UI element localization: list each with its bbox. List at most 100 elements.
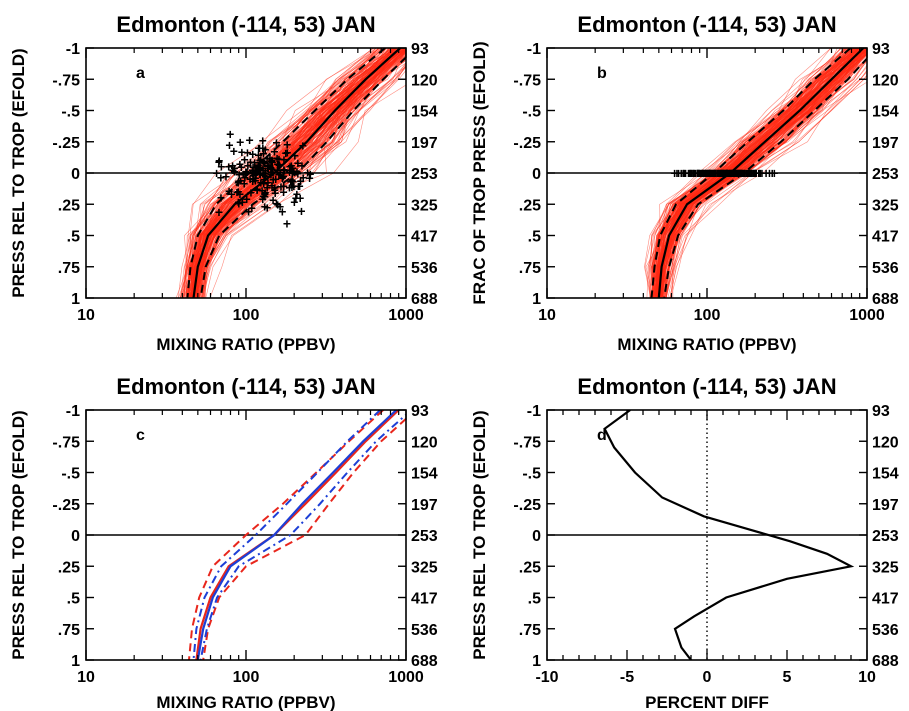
panel-b-marker: +: [719, 165, 727, 181]
panel-b-marker: +: [706, 165, 714, 181]
panel-a-marker: +: [240, 175, 248, 191]
panel-a-marker: +: [213, 165, 221, 181]
panel-b-marker: +: [681, 165, 689, 181]
panel-a-marker: +: [244, 158, 252, 174]
panel-a-marker: +: [261, 165, 269, 181]
panel-a-marker: +: [238, 194, 246, 210]
panel-c-ytick-label: -1: [66, 403, 80, 420]
panel-c-ylabel: PRESS REL TO TROP (EFOLD): [9, 410, 28, 659]
panel-a-marker: +: [261, 186, 269, 202]
panel-a-marker: +: [249, 164, 257, 180]
panel-c: Edmonton (-114, 53) JAN MIXING RATIO (PP…: [9, 374, 438, 711]
panel-a-marker: +: [248, 162, 256, 178]
panel-b-marker: +: [705, 165, 713, 181]
panel-b-marker: +: [736, 165, 744, 181]
panel-d-ytick-label-right: 253: [872, 528, 899, 545]
panel-b-marker: +: [735, 165, 743, 181]
panel-a-xlabel: MIXING RATIO (PPBV): [156, 335, 335, 354]
panel-b-marker: +: [708, 165, 716, 181]
panel-a-ytick-label: .75: [58, 260, 80, 277]
panel-d-ytick-label-right: 120: [872, 434, 899, 451]
panel-b-marker: +: [756, 165, 764, 181]
panel-b-marker: +: [720, 165, 728, 181]
panel-a-marker: +: [256, 159, 264, 175]
panel-d-ytick-label: .5: [528, 591, 541, 608]
panel-a-marker: +: [243, 164, 251, 180]
panel-b-marker: +: [768, 165, 776, 181]
panel-b-marker: +: [745, 165, 753, 181]
panel-a-marker: +: [278, 170, 286, 186]
panel-b-marker: +: [735, 165, 743, 181]
panel-a-marker: +: [295, 178, 303, 194]
panel-a-marker: +: [293, 163, 301, 179]
panel-d-series-difference: [603, 410, 855, 660]
panel-b-marker: +: [703, 165, 711, 181]
panel-b-marker: +: [719, 165, 727, 181]
panel-b-marker: +: [726, 165, 734, 181]
panel-b-marker: +: [747, 165, 755, 181]
panel-b-marker: +: [714, 165, 722, 181]
panel-b-xlabel: MIXING RATIO (PPBV): [617, 335, 796, 354]
panel-b-marker: +: [723, 165, 731, 181]
panel-b-marker: +: [687, 165, 695, 181]
panel-c-xtick-label: 10: [77, 669, 95, 686]
panel-a-marker: +: [275, 166, 283, 182]
panel-b-marker: +: [723, 165, 731, 181]
panel-d-xtick-label: 10: [858, 669, 876, 686]
panel-b-marker: +: [733, 165, 741, 181]
panel-b-ytick-label-right: 688: [872, 291, 899, 308]
panel-a-marker: +: [292, 190, 300, 206]
panel-a-marker: +: [215, 153, 223, 169]
panel-d-ytick-label: -.75: [513, 434, 541, 451]
panel-b-marker: +: [719, 165, 727, 181]
panel-b-marker: +: [707, 165, 715, 181]
panel-b-marker: +: [720, 165, 728, 181]
panel-a-marker: +: [274, 196, 282, 212]
panel-b-marker: +: [746, 165, 754, 181]
panel-b-marker: +: [704, 165, 712, 181]
panel-a-marker: +: [266, 158, 274, 174]
panel-b-marker: +: [704, 165, 712, 181]
panel-d-title: Edmonton (-114, 53) JAN: [577, 374, 836, 399]
panel-a-marker: +: [254, 147, 262, 163]
panel-a-marker: +: [228, 158, 236, 174]
panel-b-marker: +: [738, 165, 746, 181]
panel-a-marker: +: [267, 167, 275, 183]
panel-a-marker: +: [294, 178, 302, 194]
panel-b-marker: +: [699, 165, 707, 181]
panel-a-marker: +: [251, 163, 259, 179]
panel-b-marker: +: [750, 165, 758, 181]
panel-b-marker: +: [706, 165, 714, 181]
panel-b-marker: +: [731, 165, 739, 181]
panel-c-ytick-label-right: 93: [411, 403, 429, 420]
panel-b-marker: +: [690, 165, 698, 181]
panel-a-marker: +: [289, 160, 297, 176]
panel-a-marker: +: [280, 162, 288, 178]
panel-a-marker: +: [288, 165, 296, 181]
panel-a-marker: +: [289, 174, 297, 190]
panel-a-marker: +: [286, 164, 294, 180]
panel-a-marker: +: [263, 179, 271, 195]
panel-b-marker: +: [677, 165, 685, 181]
panel-b-marker: +: [679, 165, 687, 181]
panel-b-marker: +: [694, 165, 702, 181]
panel-b-marker: +: [747, 165, 755, 181]
panel-c-ytick-label: -.75: [52, 434, 80, 451]
panel-a-marker: +: [261, 163, 269, 179]
panel-a-marker: +: [256, 153, 264, 169]
panel-a-marker: +: [236, 134, 244, 150]
panel-c-ytick-label-right: 197: [411, 497, 438, 514]
panel-a-marker: +: [250, 171, 258, 187]
panel-b-marker: +: [734, 165, 742, 181]
panel-a-marker: +: [217, 158, 225, 174]
panel-b-marker: +: [681, 165, 689, 181]
panel-b-marker: +: [694, 165, 702, 181]
panel-a-marker: +: [256, 140, 264, 156]
panel-b-ytick-label: .5: [528, 229, 541, 246]
panel-b-marker: +: [746, 165, 754, 181]
panel-b-marker: +: [705, 165, 713, 181]
panel-b-marker: +: [749, 165, 757, 181]
panel-a-marker: +: [263, 200, 271, 216]
panel-b-marker: +: [693, 165, 701, 181]
panel-c-label: c: [136, 427, 145, 444]
